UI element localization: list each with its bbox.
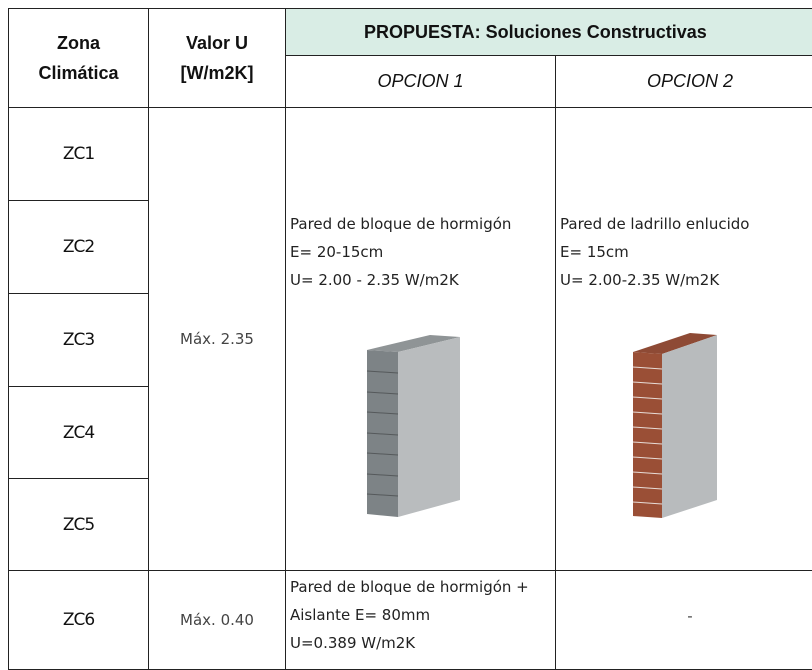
text-line: Pared de ladrillo enlucido (560, 215, 750, 233)
option-cell: Pared de ladrillo enlucido E= 15cm U= 2.… (555, 107, 812, 571)
zone: ZC1 (62, 144, 95, 164)
option-text: Pared de ladrillo enlucido E= 15cm U= 2.… (560, 210, 749, 294)
header-text: PROPUESTA: Soluciones Constructivas (364, 22, 707, 42)
zone: ZC6 (62, 610, 95, 630)
zone: ZC2 (62, 237, 95, 257)
header-text: OPCION 2 (646, 71, 734, 91)
header-text: [W/m2K] (180, 63, 254, 83)
text-line: U= 2.00 - 2.35 W/m2K (290, 271, 459, 289)
zone: ZC5 (62, 514, 95, 535)
brick-wall-image (632, 333, 717, 518)
zone: ZC4 (62, 422, 95, 443)
header-text: OPCION 1 (377, 71, 464, 91)
option-text: Pared de bloque de hormigón + Aislante E… (290, 573, 529, 657)
header-text: Valor U (185, 33, 249, 53)
text-line: Pared de bloque de hormigón (290, 215, 512, 233)
text-line: E= 20-15cm (290, 243, 384, 261)
option-cell: Pared de bloque de hormigón + Aislante E… (285, 570, 556, 670)
text-line: U=0.389 W/m2K (290, 634, 416, 652)
block-wall-image (366, 335, 460, 517)
header-text: Zona (57, 33, 100, 53)
text-line: U= 2.00-2.35 W/m2K (560, 271, 720, 289)
option-text: Pared de bloque de hormigón E= 20-15cm U… (290, 210, 511, 294)
header-text: Climática (38, 63, 119, 83)
text-line: E= 15cm (560, 243, 629, 261)
valor: Máx. 2.35 (180, 330, 254, 348)
valor: Máx. 0.40 (180, 611, 254, 629)
text-line: Aislante E= 80mm (290, 606, 431, 624)
zone: ZC3 (62, 330, 95, 350)
text-line: - (687, 607, 693, 625)
text-line: Pared de bloque de hormigón + (290, 578, 529, 596)
